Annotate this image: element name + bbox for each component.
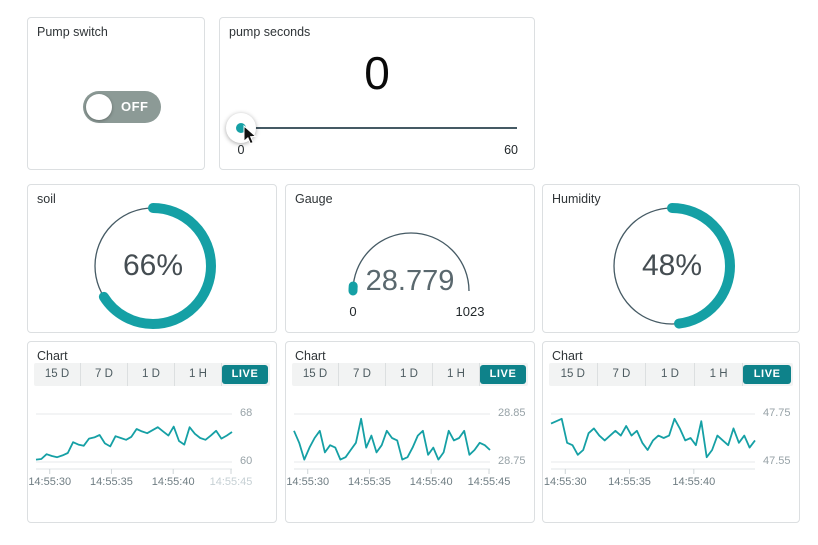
y-axis-label: 28.75 — [498, 455, 526, 467]
toggle-knob — [86, 94, 112, 120]
range-button-1h[interactable]: 1 H — [695, 363, 744, 386]
range-button-7d[interactable]: 7 D — [339, 363, 386, 386]
time-range-selector: 15 D 7 D 1 D 1 H LIVE — [549, 363, 793, 386]
gauge-title: Gauge — [295, 192, 333, 206]
chart-plot-svg — [550, 413, 756, 474]
time-range-selector: 15 D 7 D 1 D 1 H LIVE — [34, 363, 270, 386]
chart-title: Chart — [37, 349, 68, 363]
range-button-15d[interactable]: 15 D — [34, 363, 81, 386]
range-button-1d[interactable]: 1 D — [386, 363, 433, 386]
soil-title: soil — [37, 192, 56, 206]
slider-max-label: 60 — [504, 143, 518, 157]
humidity-card: Humidity 48% — [542, 184, 800, 333]
line-chart: 28.85 28.75 14:55:30 14:55:35 14:55:40 14:55:… — [286, 398, 534, 498]
ring-gauge-svg — [90, 203, 216, 329]
y-axis-label: 47.55 — [763, 455, 791, 467]
pump-toggle-switch[interactable]: OFF — [83, 91, 161, 123]
y-axis-label: 68 — [240, 407, 253, 419]
data-series-line — [293, 417, 491, 461]
chart-card-2: Chart 15 D 7 D 1 D 1 H LIVE 28.85 28.75 14… — [285, 341, 535, 523]
y-axis-label: 47.75 — [763, 407, 791, 419]
pump-seconds-value: 0 — [364, 47, 390, 99]
chart-plot-svg — [35, 413, 233, 474]
humidity-title: Humidity — [552, 192, 601, 206]
gauge-svg — [348, 228, 474, 296]
range-button-15d[interactable]: 15 D — [549, 363, 598, 386]
x-axis-label: 14:55:30 — [286, 476, 330, 488]
pump-switch-card: Pump switch OFF — [27, 17, 205, 170]
soil-card: soil 66% — [27, 184, 277, 333]
data-series-line — [550, 417, 756, 459]
line-chart: 47.75 47.55 14:55:30 14:55:35 14:55:40 — [543, 398, 799, 498]
range-button-15d[interactable]: 15 D — [292, 363, 339, 386]
x-axis-label: 14:55:30 — [28, 476, 72, 488]
soil-ring-gauge: 66% — [88, 201, 218, 331]
range-button-1h[interactable]: 1 H — [175, 363, 222, 386]
x-axis-label: 14:55:40 — [151, 476, 195, 488]
x-axis-label: 14:55:45 — [467, 476, 511, 488]
pump-seconds-card: pump seconds 0 0 60 — [219, 17, 535, 170]
x-axis-label: 14:55:35 — [608, 476, 651, 488]
seconds-slider-knob[interactable] — [226, 113, 256, 143]
ring-gauge-svg — [609, 203, 735, 329]
chart-title: Chart — [295, 349, 326, 363]
range-button-live[interactable]: LIVE — [480, 365, 526, 384]
soil-percent-value: 66% — [122, 249, 184, 282]
toggle-state-label: OFF — [121, 99, 149, 114]
humidity-percent-value: 48% — [641, 249, 703, 282]
range-button-live[interactable]: LIVE — [222, 365, 268, 384]
chart-title: Chart — [552, 349, 583, 363]
range-button-7d[interactable]: 7 D — [598, 363, 647, 386]
gauge-track-arc — [352, 232, 470, 292]
range-button-live[interactable]: LIVE — [743, 365, 791, 384]
chart-card-1: Chart 15 D 7 D 1 D 1 H LIVE 68 60 14:55:30… — [27, 341, 277, 523]
line-chart: 68 60 14:55:30 14:55:35 14:55:40 14:55:45 — [28, 398, 276, 498]
y-axis-label: 28.85 — [498, 407, 526, 419]
data-series-line — [35, 425, 233, 461]
gauge-card: Gauge 28.779 0 1023 — [285, 184, 535, 333]
gauge-value: 28.779 — [365, 265, 455, 297]
x-axis-label: 14:55:40 — [672, 476, 716, 488]
ring-progress-arc — [609, 203, 735, 329]
chart-plot-svg — [293, 413, 491, 474]
range-button-1h[interactable]: 1 H — [433, 363, 480, 386]
x-axis-label: 14:55:35 — [348, 476, 391, 488]
range-button-7d[interactable]: 7 D — [81, 363, 128, 386]
seconds-slider-track[interactable] — [241, 127, 517, 129]
gauge-min-label: 0 — [349, 304, 357, 319]
slider-min-label: 0 — [237, 143, 245, 157]
humidity-ring-gauge: 48% — [607, 201, 737, 331]
chart-card-3: Chart 15 D 7 D 1 D 1 H LIVE 47.75 47.55 14… — [542, 341, 800, 523]
time-range-selector: 15 D 7 D 1 D 1 H LIVE — [292, 363, 528, 386]
range-button-1d[interactable]: 1 D — [128, 363, 175, 386]
pump-switch-title: Pump switch — [37, 25, 108, 39]
x-axis-label: 14:55:45 — [209, 476, 253, 488]
semicircle-gauge — [341, 221, 481, 297]
y-axis-label: 60 — [240, 455, 253, 467]
x-axis-label: 14:55:30 — [543, 476, 587, 488]
mouse-cursor-icon — [243, 125, 257, 145]
gauge-max-label: 1023 — [455, 304, 485, 319]
x-axis-label: 14:55:35 — [90, 476, 133, 488]
slider-knob-dot — [236, 123, 246, 133]
ring-progress-arc — [90, 203, 216, 329]
pump-seconds-title: pump seconds — [229, 25, 311, 39]
x-axis-label: 14:55:40 — [409, 476, 453, 488]
range-button-1d[interactable]: 1 D — [646, 363, 695, 386]
